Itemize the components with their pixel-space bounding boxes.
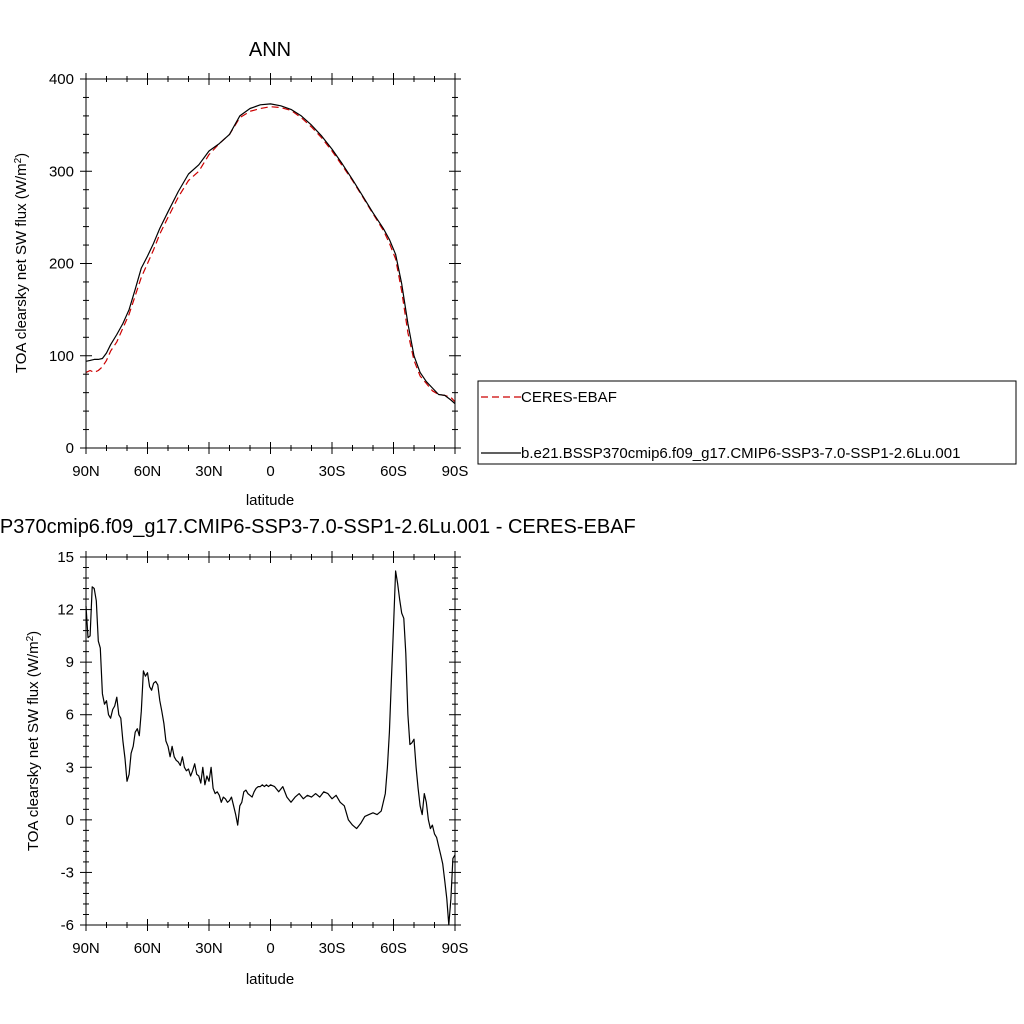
top-chart-title: ANN (249, 39, 291, 61)
bottom-y-tick-label: 6 (66, 707, 74, 724)
legend: CERES-EBAF b.e21.BSSP370cmip6.f09_g17.CM… (477, 380, 1017, 465)
bottom-x-tick-label: 60S (380, 940, 407, 957)
legend-label-ceres-ebaf: CERES-EBAF (521, 389, 617, 406)
bottom-y-tick-label: -3 (61, 864, 74, 881)
bottom-plot-frame (85, 556, 456, 926)
bottom-x-axis-label: latitude (246, 971, 294, 988)
bottom-y-axis-label-close: ) (25, 631, 42, 636)
bottom-x-tick-label: 60N (134, 940, 162, 957)
bottom-x-tick-label: 0 (266, 940, 274, 957)
bottom-chart-title: b.e21.BSSP370cmip6.f09_g17.CMIP6-SSP3-7.… (0, 516, 636, 538)
bottom-y-tick-label: 3 (66, 759, 74, 776)
top-y-tick-label: 0 (66, 440, 74, 457)
top-y-tick-label: 400 (49, 71, 74, 88)
top-x-tick-label: 90S (442, 463, 469, 480)
bottom-x-tick-label: 30S (319, 940, 346, 957)
top-axis-ticks: 0 100 200 300 400 90N 60N 30N 0 30S 60S 90S (49, 71, 468, 480)
bottom-y-axis-label-sup: 2 (25, 635, 36, 641)
bottom-y-tick-label: 15 (57, 549, 74, 566)
top-y-axis-label-main: TOA clearsky net SW flux (W/m (13, 163, 30, 373)
bottom-x-tick-label: 30N (195, 940, 223, 957)
top-x-tick-label: 0 (266, 463, 274, 480)
top-y-tick-label: 300 (49, 163, 74, 180)
legend-label-model: b.e21.BSSP370cmip6.f09_g17.CMIP6-SSP3-7.… (521, 445, 960, 462)
bottom-series-group (85, 570, 456, 926)
top-series-line-1 (85, 103, 456, 405)
bottom-x-tick-label: 90S (442, 940, 469, 957)
top-y-tick-label: 200 (49, 256, 74, 273)
top-y-tick-label: 100 (49, 348, 74, 365)
top-plot-frame (85, 78, 456, 449)
bottom-y-tick-label: -6 (61, 917, 74, 934)
top-x-tick-label: 60S (380, 463, 407, 480)
top-y-axis-label-sup: 2 (13, 157, 24, 163)
top-series-line-0 (85, 106, 456, 403)
top-x-tick-label: 90N (72, 463, 100, 480)
bottom-y-tick-label: 9 (66, 654, 74, 671)
top-x-axis-label: latitude (246, 492, 294, 509)
bottom-y-axis-label-main: TOA clearsky net SW flux (W/m (25, 641, 42, 851)
bottom-y-axis-label: TOA clearsky net SW flux (W/m2) (25, 631, 43, 851)
top-panel: ANN TOA clearsky net SW flux (W/m2) lati… (13, 39, 469, 509)
bottom-axis-ticks: -6 -3 0 3 6 9 12 15 90N 60N 30N 0 30S 60S 90S (57, 549, 468, 957)
bottom-y-tick-label: 0 (66, 812, 74, 829)
legend-box (477, 380, 1017, 465)
top-y-axis-label: TOA clearsky net SW flux (W/m2) (13, 153, 31, 373)
top-x-tick-label: 30N (195, 463, 223, 480)
top-series-group (85, 103, 456, 405)
top-x-tick-label: 30S (319, 463, 346, 480)
bottom-panel: b.e21.BSSP370cmip6.f09_g17.CMIP6-SSP3-7.… (0, 516, 636, 988)
bottom-x-tick-label: 90N (72, 940, 100, 957)
bottom-series-line-0 (85, 570, 456, 926)
top-y-axis-label-close: ) (13, 153, 30, 158)
bottom-y-tick-label: 12 (57, 602, 74, 619)
top-x-tick-label: 60N (134, 463, 162, 480)
